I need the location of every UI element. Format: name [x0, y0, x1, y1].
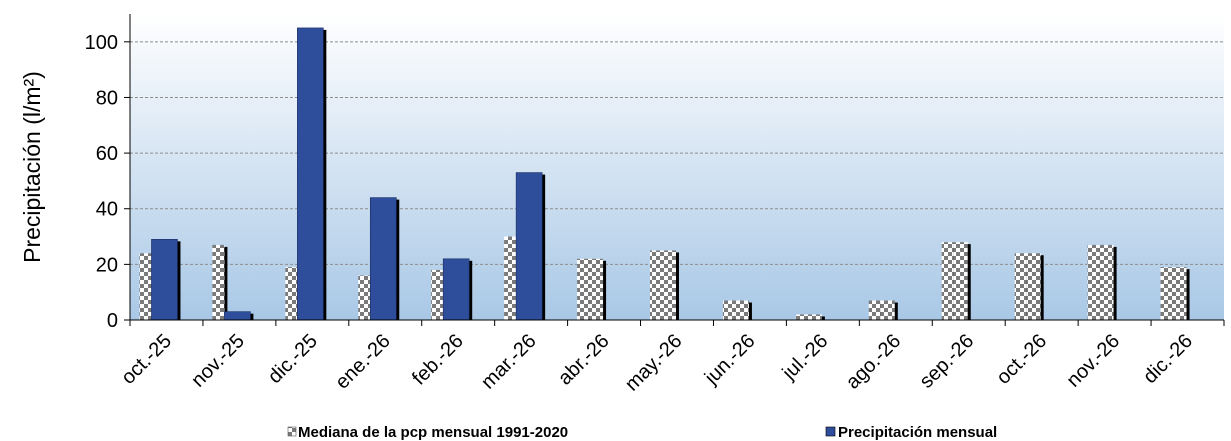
bar-mediana	[868, 300, 881, 320]
bar-mediana	[880, 300, 895, 320]
bar-mediana	[1087, 244, 1100, 320]
y-axis-ticks: 0 20 40 60 80 100	[85, 32, 130, 332]
bar-shadow	[821, 316, 825, 320]
bar-mediana	[795, 314, 808, 320]
bar-mediana	[953, 242, 968, 320]
x-tick-label: may.-26	[621, 330, 687, 396]
x-tick-label: oct.-25	[117, 330, 176, 389]
bar-mediana	[212, 244, 225, 320]
bar-mediana	[1160, 267, 1173, 320]
legend: Mediana de la pcp mensual 1991-2020 Prec…	[287, 424, 997, 441]
x-tick-label: abr.-26	[554, 330, 614, 390]
y-axis-title: Precipitación (l/m²)	[19, 71, 45, 263]
bar-mediana	[431, 269, 444, 320]
bar-precipitacion	[515, 172, 543, 321]
x-tick-label: nov.-25	[187, 330, 249, 392]
y-tick-label: 100	[85, 32, 118, 54]
bar-mediana	[504, 236, 517, 320]
bar-mediana	[1014, 253, 1027, 320]
x-tick-label: dic.-26	[1139, 330, 1197, 388]
legend-label-mediana: Mediana de la pcp mensual 1991-2020	[298, 424, 568, 441]
bar-shadow	[894, 302, 898, 320]
bar-mediana	[650, 250, 662, 320]
legend-swatch-precipitacion	[825, 426, 836, 437]
bar-mediana	[577, 258, 590, 320]
bar-shadow	[748, 302, 752, 320]
bars	[139, 27, 1190, 321]
bar-shadow	[967, 244, 971, 320]
bar-mediana	[358, 275, 371, 320]
bar-mediana	[722, 300, 735, 320]
bar-shadow	[1186, 269, 1190, 320]
x-tick-label: feb.-26	[408, 330, 468, 390]
y-tick-label: 60	[96, 143, 118, 165]
x-tick-label: mar.-26	[477, 330, 541, 394]
y-tick-label: 0	[107, 310, 118, 332]
bar-mediana	[1026, 253, 1041, 320]
bar-precipitacion	[224, 311, 251, 321]
bar-mediana	[807, 314, 822, 320]
bar-precipitacion	[369, 197, 397, 321]
bar-mediana	[285, 267, 298, 320]
x-axis-ticks: oct.-25 nov.-25 dic.-25 ene.-26 feb.-26 mar.-…	[117, 320, 1225, 396]
bar-shadow	[676, 252, 679, 320]
bar-precipitacion	[442, 258, 470, 321]
legend-item-mediana: Mediana de la pcp mensual 1991-2020	[287, 424, 568, 441]
y-tick-label: 40	[96, 199, 118, 221]
legend-item-precipitacion: Precipitación mensual	[825, 424, 997, 441]
bar-shadow	[1040, 255, 1044, 320]
bar-precipitacion	[297, 27, 324, 321]
bar-mediana	[662, 250, 676, 320]
x-tick-label: sep.-26	[916, 330, 979, 393]
legend-swatch-mediana	[287, 426, 297, 437]
x-tick-label: jul.-26	[778, 330, 833, 385]
bar-mediana	[589, 258, 604, 320]
bar-mediana	[1172, 267, 1187, 320]
x-tick-label: jun.-26	[700, 330, 760, 390]
bar-mediana	[734, 300, 749, 320]
y-tick-label: 20	[96, 254, 118, 276]
x-tick-label: nov.-26	[1062, 330, 1124, 392]
bar-shadow	[1113, 246, 1117, 320]
x-tick-label: ene.-26	[331, 330, 395, 394]
bar-mediana	[1099, 244, 1114, 320]
bar-shadow	[603, 260, 607, 320]
y-tick-label: 80	[96, 87, 118, 109]
bar-mediana	[941, 242, 954, 320]
legend-label-precipitacion: Precipitación mensual	[838, 424, 997, 441]
bar-mediana	[139, 253, 152, 320]
x-tick-label: ago.-26	[842, 330, 906, 394]
x-tick-label: oct.-26	[992, 330, 1051, 389]
x-tick-label: dic.-25	[264, 330, 322, 388]
bar-precipitacion	[151, 239, 178, 321]
